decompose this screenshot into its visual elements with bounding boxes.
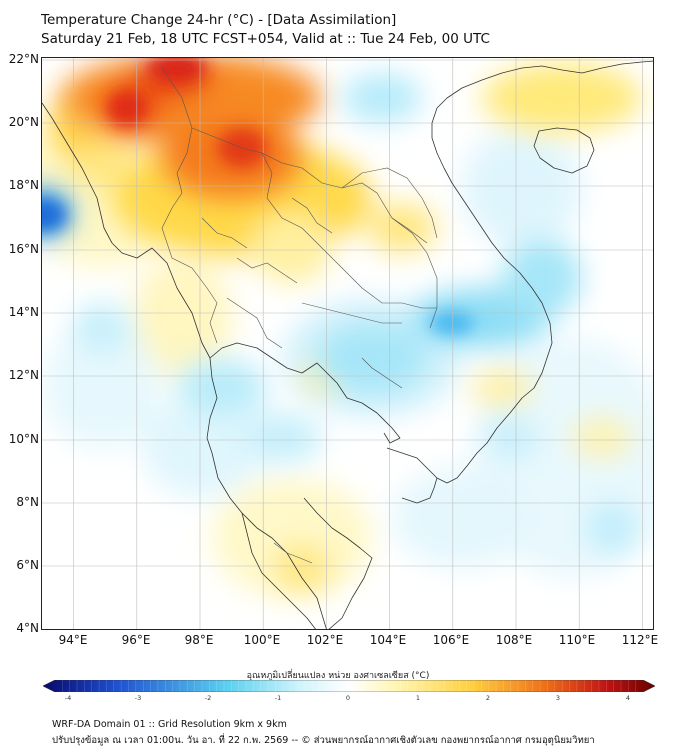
colorbar-tick: 3 [555,694,561,702]
x-tick-label: 104°E [369,633,407,647]
colorbar-tick: 0 [345,694,351,702]
y-tick-label: 6°N [16,558,39,572]
x-tick-label: 106°E [432,633,470,647]
x-tick-label: 110°E [558,633,596,647]
x-tick-label: 112°E [621,633,659,647]
colorbar-tick: -3 [134,694,142,702]
map-panel [41,57,654,630]
x-tick-label: 102°E [306,633,344,647]
colorbar-ramp [43,680,655,692]
x-tick-label: 108°E [495,633,533,647]
footer-model-info: WRF-DA Domain 01 :: Grid Resolution 9km … [52,719,287,730]
x-tick-label: 96°E [121,633,151,647]
colorbar-title: อุณหภูมิเปลี่ยนแปลง หน่วย องศาเซลเซียส (… [246,671,430,681]
colorbar [43,680,655,692]
coastlines [42,60,653,629]
temperature-change-map [42,58,653,629]
colorbar-tick: 2 [485,694,491,702]
colorbar-tick: -2 [204,694,212,702]
colorbar-tick: 1 [415,694,421,702]
footer-credits: ปรับปรุงข้อมูล ณ เวลา 01:00น. วัน อา. ที… [52,735,595,746]
gridlines [42,58,653,629]
colorbar-tick: -1 [274,694,282,702]
colorbar-divisions [62,680,636,692]
y-tick-label: 12°N [8,368,39,382]
y-tick-label: 16°N [8,242,39,256]
chart-subtitle: Saturday 21 Feb, 18 UTC FCST+054, Valid … [41,31,490,47]
field-deep-blue [42,199,474,335]
colorbar-tick: 4 [625,694,631,702]
y-tick-label: 18°N [8,178,39,192]
y-tick-label: 4°N [16,621,39,635]
y-tick-label: 22°N [8,52,39,66]
y-tick-label: 8°N [16,495,39,509]
chart-title: Temperature Change 24-hr (°C) - [Data As… [41,12,397,28]
colorbar-tick: -4 [64,694,72,702]
x-tick-label: 100°E [243,633,281,647]
y-tick-label: 10°N [8,432,39,446]
x-tick-label: 98°E [184,633,214,647]
x-tick-label: 94°E [58,633,88,647]
y-tick-label: 20°N [8,115,39,129]
borders [161,67,438,564]
y-tick-label: 14°N [8,305,39,319]
